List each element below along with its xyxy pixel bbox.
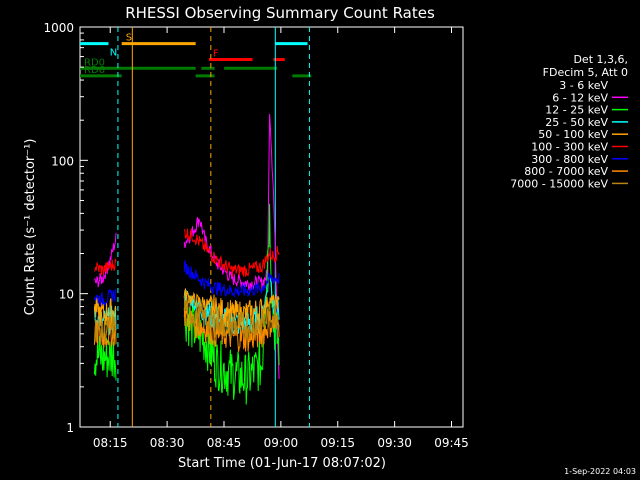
- y-tick-label: 1: [66, 421, 74, 435]
- series-line: [93, 336, 117, 381]
- series-layer: [93, 113, 280, 405]
- vertical-markers-layer: [117, 27, 310, 427]
- legend-entry-label: 100 - 300 keV: [531, 141, 608, 154]
- legend-header: Det 1,3,6,: [573, 53, 628, 66]
- x-tick-label: 09:00: [264, 436, 299, 450]
- x-tick-label: 09:45: [434, 436, 469, 450]
- status-bar-label: F: [213, 49, 219, 60]
- plot-frame: [79, 26, 464, 428]
- series-line: [183, 260, 280, 298]
- legend-entry-label: 6 - 12 keV: [552, 91, 608, 104]
- x-tick-label: 08:30: [150, 436, 185, 450]
- y-tick-label: 10: [59, 288, 74, 302]
- series-line: [183, 228, 280, 277]
- x-tick-label: 09:15: [320, 436, 355, 450]
- x-tick-label: 08:15: [93, 436, 128, 450]
- legend-entry-label: 12 - 25 keV: [545, 104, 608, 117]
- series-line: [94, 232, 117, 288]
- legend-entry-label: 800 - 7000 keV: [524, 165, 608, 178]
- series-line: [183, 113, 280, 379]
- status-bar-label: N: [110, 48, 117, 59]
- series-line: [94, 315, 117, 345]
- legend-header: FDecim 5, Att 0: [543, 66, 628, 79]
- x-tick-label: 09:30: [377, 436, 412, 450]
- footer-timestamp: 1-Sep-2022 04:03: [564, 467, 636, 476]
- x-tick-label: 08:45: [207, 436, 242, 450]
- legend-entry-label: 300 - 800 keV: [531, 153, 608, 166]
- y-tick-label: 100: [51, 154, 74, 168]
- x-axis-label: Start Time (01-Jun-17 08:07:02): [178, 456, 386, 471]
- legend-entry-label: 7000 - 15000 keV: [510, 177, 608, 190]
- legend-entry-label: 3 - 6 keV: [559, 79, 608, 92]
- status-bar-label: RD0: [84, 57, 105, 68]
- series-line: [183, 295, 280, 340]
- y-axis-ticks: 1 10 100 1000: [43, 21, 88, 435]
- series-line: [183, 203, 280, 405]
- status-bar-label: RD6: [84, 65, 105, 76]
- series-line: [93, 258, 117, 276]
- status-bar-label: S: [126, 33, 132, 44]
- x-axis-ticks: 08:15 08:30 08:45 09:00 09:15 09:30 09:45: [93, 27, 469, 450]
- legend-entry-label: 50 - 100 keV: [538, 128, 608, 141]
- chart-title: RHESSI Observing Summary Count Rates: [125, 4, 435, 22]
- legend-entry-label: 25 - 50 keV: [545, 116, 608, 129]
- y-axis-label: Count Rate (s⁻¹ detector⁻¹): [23, 139, 38, 316]
- series-line: [93, 288, 117, 307]
- y-tick-label: 1000: [43, 21, 74, 35]
